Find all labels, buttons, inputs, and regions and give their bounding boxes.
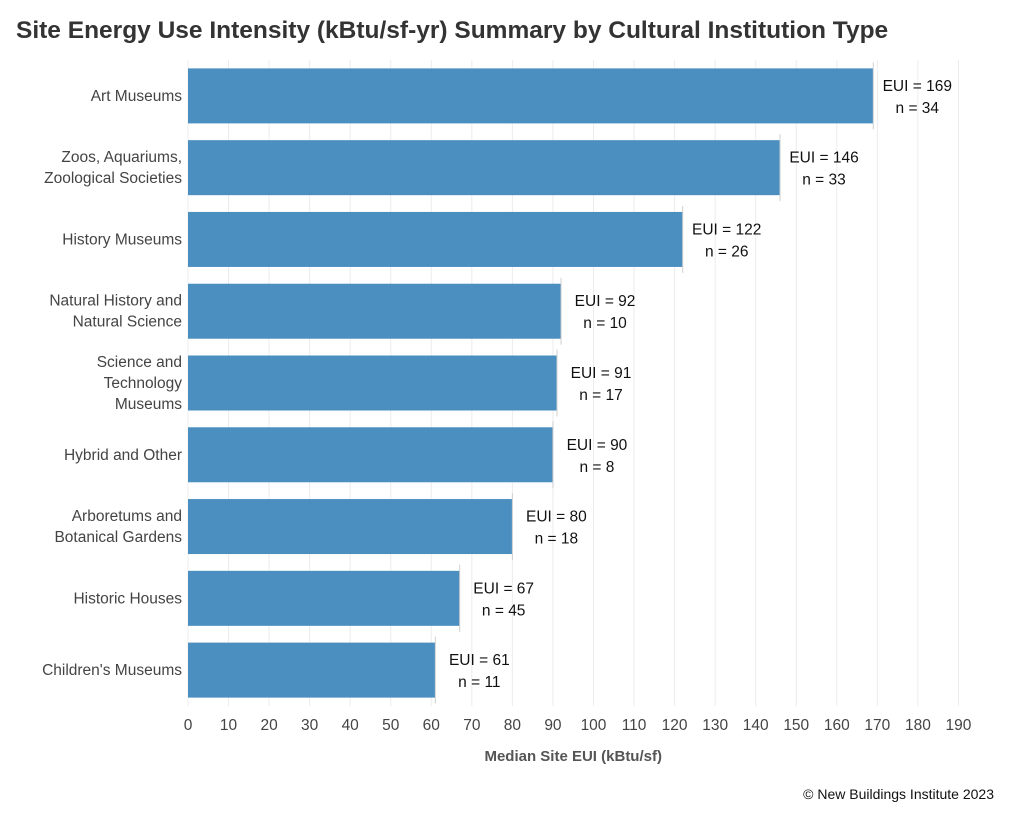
category-label: Hybrid and Other: [64, 447, 182, 464]
category-label: Technology: [104, 375, 183, 392]
x-tick-label: 170: [864, 717, 890, 734]
category-label: Children's Museums: [42, 662, 182, 679]
x-tick-label: 70: [463, 717, 481, 734]
n-label: n = 45: [482, 602, 526, 619]
category-label: Natural History and: [49, 293, 182, 310]
category-label: Historic Houses: [73, 590, 182, 607]
eui-label: EUI = 169: [883, 78, 952, 95]
category-label: Science and: [97, 354, 182, 371]
x-tick-label: 60: [423, 717, 441, 734]
eui-label: EUI = 90: [567, 437, 628, 454]
bar: [188, 140, 781, 196]
x-tick-label: 120: [662, 717, 688, 734]
bar: [188, 211, 683, 267]
x-tick-label: 160: [824, 717, 850, 734]
x-tick-label: 100: [581, 717, 607, 734]
bars: [188, 62, 874, 704]
bar-value-labels: EUI = 169 n = 34 EUI = 146 n = 33 EUI = 122 n…: [449, 78, 952, 691]
n-label: n = 10: [583, 315, 627, 332]
category-label: Zoological Societies: [44, 170, 182, 187]
x-tick-label: 140: [743, 717, 769, 734]
n-label: n = 34: [896, 100, 940, 117]
x-tick-label: 40: [342, 717, 360, 734]
eui-label: EUI = 67: [473, 580, 534, 597]
eui-label: EUI = 122: [692, 221, 761, 238]
n-label: n = 8: [579, 459, 614, 476]
x-tick-label: 0: [184, 717, 193, 734]
x-tick-label: 180: [905, 717, 931, 734]
bar: [188, 499, 513, 555]
x-tick-label: 110: [622, 717, 647, 734]
eui-label: EUI = 80: [526, 509, 587, 526]
copyright-footer: © New Buildings Institute 2023: [803, 786, 994, 802]
n-label: n = 17: [579, 387, 623, 404]
bar: [188, 283, 562, 339]
x-tick-label: 50: [382, 717, 400, 734]
eui-label: EUI = 91: [571, 365, 632, 382]
x-tick-label: 150: [783, 717, 809, 734]
x-tick-label: 20: [260, 717, 278, 734]
bar: [188, 68, 874, 124]
category-label: History Museums: [62, 231, 182, 248]
n-label: n = 18: [535, 531, 579, 548]
x-tick-label: 80: [504, 717, 522, 734]
category-label: Zoos, Aquariums,: [61, 149, 182, 166]
category-label: Botanical Gardens: [54, 529, 182, 546]
category-label: Art Museums: [91, 88, 183, 105]
x-tick-label: 190: [946, 717, 972, 734]
eui-label: EUI = 92: [575, 293, 636, 310]
bar: [188, 570, 460, 626]
category-labels: Art Museums Zoos, Aquariums, Zoological So…: [42, 88, 182, 679]
n-label: n = 33: [802, 172, 846, 189]
n-label: n = 26: [705, 243, 749, 260]
category-label: Museums: [115, 396, 182, 413]
x-tick-label: 90: [544, 717, 562, 734]
eui-label: EUI = 61: [449, 652, 510, 669]
eui-label: EUI = 146: [789, 150, 858, 167]
x-tick-label: 10: [220, 717, 238, 734]
bar: [188, 355, 558, 411]
x-axis-title: Median Site EUI (kBtu/sf): [484, 748, 662, 765]
chart-title: Site Energy Use Intensity (kBtu/sf-yr) S…: [16, 17, 889, 44]
category-label: Arboretums and: [72, 508, 182, 525]
bar: [188, 642, 436, 698]
bar: [188, 427, 553, 483]
x-axis-ticks: 0 10 20 30 40 50 60 70 80 90 100 110 120 130 140 150 160…: [184, 717, 972, 734]
n-label: n = 11: [458, 674, 500, 691]
x-tick-label: 130: [702, 717, 728, 734]
category-label: Natural Science: [73, 314, 182, 331]
x-tick-label: 30: [301, 717, 319, 734]
